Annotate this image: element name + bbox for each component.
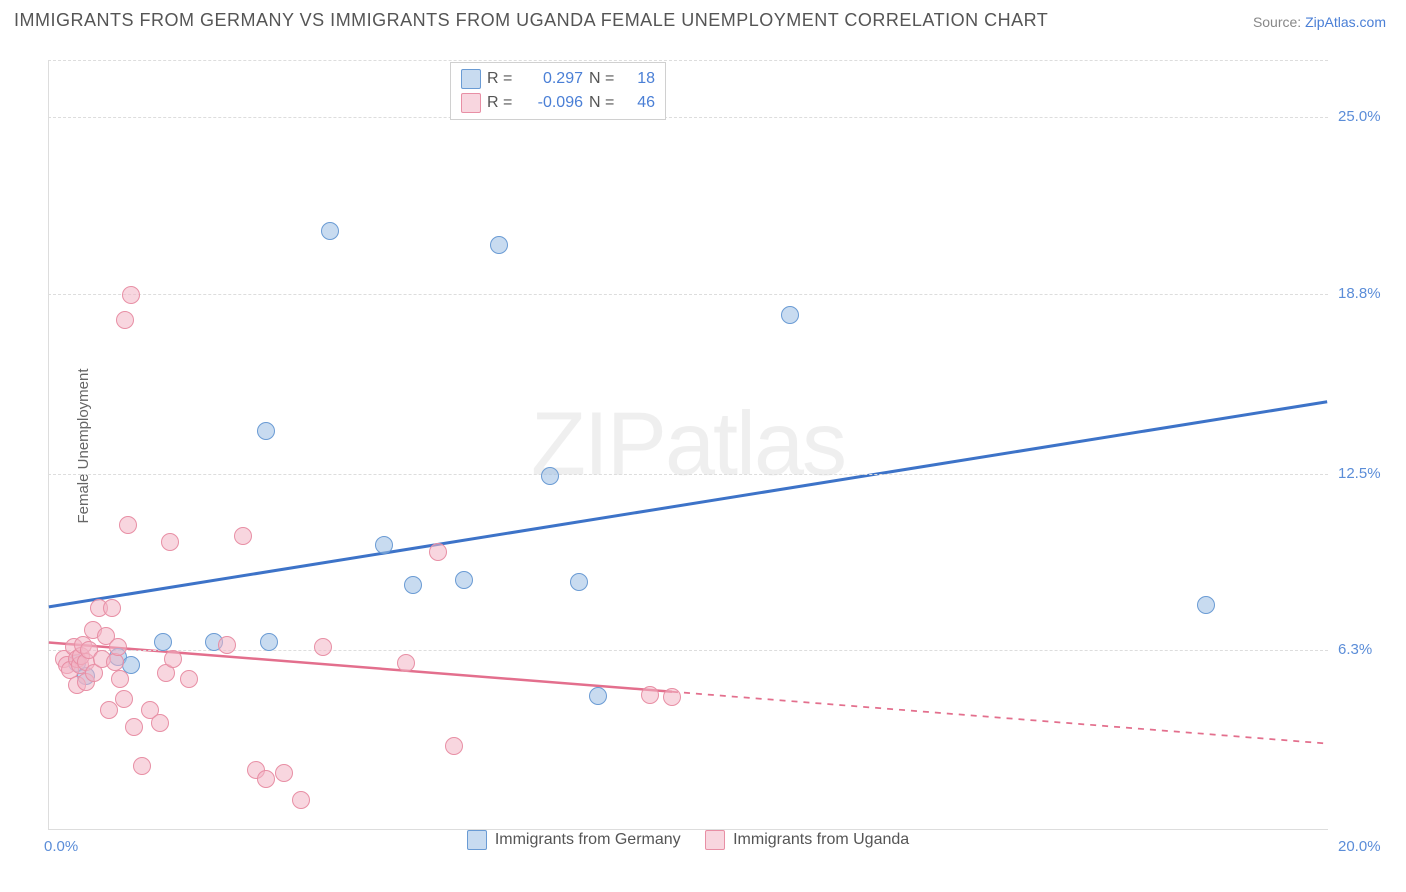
scatter-point-uganda bbox=[641, 686, 659, 704]
scatter-point-germany bbox=[541, 467, 559, 485]
scatter-point-germany bbox=[455, 571, 473, 589]
legend-swatch-germany bbox=[467, 830, 487, 850]
chart-container: IMMIGRANTS FROM GERMANY VS IMMIGRANTS FR… bbox=[0, 0, 1406, 892]
gridline bbox=[48, 60, 1328, 61]
gridline bbox=[48, 650, 1328, 651]
legend-r-label: R = bbox=[487, 70, 517, 88]
legend-top-row-germany: R = 0.297 N = 18 bbox=[461, 67, 655, 91]
legend-top-row-uganda: R = -0.096 N = 46 bbox=[461, 91, 655, 115]
legend-top-swatch-uganda bbox=[461, 93, 481, 113]
scatter-point-uganda bbox=[161, 533, 179, 551]
legend-n-label: N = bbox=[589, 70, 619, 88]
scatter-point-germany bbox=[781, 306, 799, 324]
source-attribution: Source: ZipAtlas.com bbox=[1253, 14, 1386, 30]
scatter-point-uganda bbox=[122, 286, 140, 304]
scatter-point-germany bbox=[404, 576, 422, 594]
gridline bbox=[48, 117, 1328, 118]
legend-item-uganda: Immigrants from Uganda bbox=[705, 830, 909, 850]
scatter-point-uganda bbox=[292, 791, 310, 809]
legend-label-uganda: Immigrants from Uganda bbox=[733, 831, 909, 849]
scatter-point-uganda bbox=[275, 764, 293, 782]
scatter-point-uganda bbox=[445, 737, 463, 755]
scatter-point-germany bbox=[257, 422, 275, 440]
legend-top: R = 0.297 N = 18 R = -0.096 N = 46 bbox=[450, 62, 666, 120]
scatter-point-germany bbox=[260, 633, 278, 651]
y-tick-label: 12.5% bbox=[1338, 465, 1398, 482]
scatter-point-uganda bbox=[218, 636, 236, 654]
scatter-point-uganda bbox=[109, 638, 127, 656]
scatter-point-uganda bbox=[100, 701, 118, 719]
legend-label-germany: Immigrants from Germany bbox=[495, 831, 681, 849]
legend-r-value-germany: 0.297 bbox=[523, 70, 583, 88]
chart-title: IMMIGRANTS FROM GERMANY VS IMMIGRANTS FR… bbox=[14, 10, 1048, 31]
scatter-point-uganda bbox=[429, 543, 447, 561]
trend-lines-layer bbox=[48, 60, 1328, 829]
plot-area: ZIPatlas Immigrants from Germany Immigra… bbox=[48, 60, 1328, 830]
scatter-point-uganda bbox=[164, 650, 182, 668]
scatter-point-uganda bbox=[119, 516, 137, 534]
gridline bbox=[48, 294, 1328, 295]
y-tick-label: 25.0% bbox=[1338, 108, 1398, 125]
x-tick-label: 20.0% bbox=[1338, 838, 1398, 855]
legend-swatch-uganda bbox=[705, 830, 725, 850]
gridline bbox=[48, 474, 1328, 475]
scatter-point-uganda bbox=[116, 311, 134, 329]
scatter-point-uganda bbox=[180, 670, 198, 688]
scatter-point-uganda bbox=[115, 690, 133, 708]
scatter-point-uganda bbox=[111, 670, 129, 688]
legend-bottom: Immigrants from Germany Immigrants from … bbox=[48, 830, 1328, 855]
scatter-point-germany bbox=[570, 573, 588, 591]
x-tick-label: 0.0% bbox=[44, 838, 78, 855]
scatter-point-germany bbox=[321, 222, 339, 240]
trend-line-germany bbox=[49, 402, 1327, 607]
scatter-point-uganda bbox=[663, 688, 681, 706]
scatter-point-uganda bbox=[314, 638, 332, 656]
scatter-point-germany bbox=[154, 633, 172, 651]
legend-n-value-uganda: 46 bbox=[625, 94, 655, 112]
trend-line-dashed-uganda bbox=[672, 692, 1327, 744]
scatter-point-uganda bbox=[257, 770, 275, 788]
legend-top-swatch-germany bbox=[461, 69, 481, 89]
scatter-point-uganda bbox=[151, 714, 169, 732]
legend-r-label-2: R = bbox=[487, 94, 517, 112]
scatter-point-germany bbox=[375, 536, 393, 554]
scatter-point-germany bbox=[1197, 596, 1215, 614]
scatter-point-uganda bbox=[103, 599, 121, 617]
scatter-point-uganda bbox=[234, 527, 252, 545]
scatter-point-uganda bbox=[125, 718, 143, 736]
scatter-point-uganda bbox=[133, 757, 151, 775]
legend-item-germany: Immigrants from Germany bbox=[467, 830, 681, 850]
source-link[interactable]: ZipAtlas.com bbox=[1305, 14, 1386, 30]
scatter-point-uganda bbox=[397, 654, 415, 672]
y-tick-label: 18.8% bbox=[1338, 285, 1398, 302]
legend-n-label-2: N = bbox=[589, 94, 619, 112]
legend-r-value-uganda: -0.096 bbox=[523, 94, 583, 112]
scatter-point-germany bbox=[490, 236, 508, 254]
scatter-point-germany bbox=[589, 687, 607, 705]
source-prefix: Source: bbox=[1253, 14, 1305, 30]
y-tick-label: 6.3% bbox=[1338, 641, 1398, 658]
legend-n-value-germany: 18 bbox=[625, 70, 655, 88]
